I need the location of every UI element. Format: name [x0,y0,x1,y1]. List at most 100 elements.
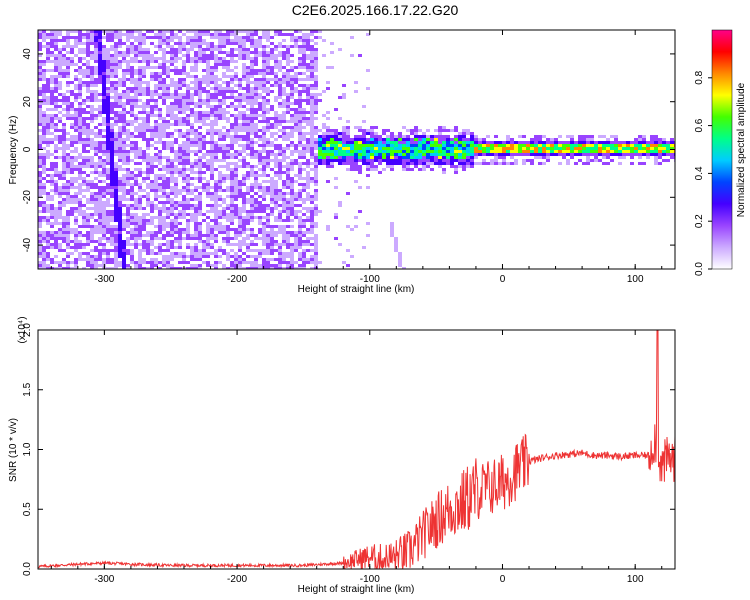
heatmap-cell [378,153,382,156]
heatmap-cell [110,159,114,162]
heatmap-cell [106,93,110,96]
heatmap-cell [402,159,406,162]
heatmap-cell [398,156,402,159]
heatmap-cell [246,228,250,231]
heatmap-cell [298,51,302,54]
heatmap-cell [262,135,266,138]
heatmap-cell [258,189,262,192]
heatmap-cell [122,33,126,36]
heatmap-cell [278,171,282,174]
heatmap-cell [198,30,202,33]
heatmap-cell [290,183,294,186]
heatmap-cell [518,144,522,147]
heatmap-cell [146,240,150,243]
heatmap-cell [74,159,78,162]
heatmap-cell [58,204,62,207]
heatmap-cell [82,267,86,269]
heatmap-cell [366,222,370,225]
heatmap-cell [126,78,130,81]
heatmap-cell [346,147,350,150]
heatmap-cell [162,33,166,36]
heatmap-cell [218,135,222,138]
heatmap-cell [222,228,226,231]
heatmap-cell [166,144,170,147]
heatmap-cell [142,243,146,246]
heatmap-cell [94,219,98,222]
heatmap-cell [66,141,70,144]
heatmap-cell [90,105,94,108]
heatmap-cell [178,213,182,216]
heatmap-cell [306,54,310,57]
heatmap-cell [246,189,250,192]
heatmap-cell [174,87,178,90]
heatmap-cell [42,36,46,39]
heatmap-cell [118,201,122,204]
heatmap-cell [134,210,138,213]
heatmap-cell [230,144,234,147]
heatmap-cell [294,249,298,252]
heatmap-cell [402,168,406,171]
heatmap-cell [106,129,110,132]
heatmap-cell [62,75,66,78]
heatmap-cell [162,186,166,189]
heatmap-cell [270,48,274,51]
heatmap-cell [138,111,142,114]
heatmap-cell [254,78,258,81]
heatmap-cell [230,195,234,198]
heatmap-cell [238,81,242,84]
heatmap-cell [262,81,266,84]
heatmap-cell [274,258,278,261]
heatmap-cell [390,165,394,168]
heatmap-cell [282,225,286,228]
heatmap-cell [50,45,54,48]
heatmap-cell [206,228,210,231]
heatmap-cell [254,96,258,99]
heatmap-cell [346,249,350,252]
heatmap-cell [58,63,62,66]
heatmap-cell [226,63,230,66]
heatmap-cell [158,243,162,246]
heatmap-cell [154,261,158,264]
heatmap-cell [230,105,234,108]
heatmap-cell [222,153,226,156]
heatmap-cell [310,120,314,123]
heatmap-cell [210,36,214,39]
heatmap-cell [350,159,354,162]
heatmap-cell [306,69,310,72]
heatmap-cell [282,45,286,48]
heatmap-cell [242,243,246,246]
heatmap-cell [58,93,62,96]
heatmap-cell [214,63,218,66]
heatmap-cell [270,141,274,144]
heatmap-cell [50,261,54,264]
heatmap-cell [294,240,298,243]
heatmap-cell [110,183,114,186]
heatmap-cell [130,30,134,33]
heatmap-cell [194,213,198,216]
heatmap-cell [198,57,202,60]
heatmap-cell [90,237,94,240]
heatmap-cell [306,39,310,42]
heatmap-cell [58,87,62,90]
heatmap-cell [226,234,230,237]
heatmap-cell [46,90,50,93]
heatmap-cell [406,150,410,153]
heatmap-cell [354,144,358,147]
heatmap-cell [314,69,318,72]
heatmap-cell [422,150,426,153]
heatmap-cell [346,135,350,138]
heatmap-cell [150,243,154,246]
heatmap-cell [206,69,210,72]
heatmap-cell [286,99,290,102]
heatmap-cell [222,189,226,192]
heatmap-cell [270,252,274,255]
heatmap-cell [302,255,306,258]
heatmap-cell [198,54,202,57]
heatmap-cell [450,141,454,144]
heatmap-cell [198,264,202,267]
heatmap-cell [226,36,230,39]
heatmap-cell [42,189,46,192]
heatmap-cell [146,189,150,192]
heatmap-cell [122,168,126,171]
heatmap-cell [166,135,170,138]
